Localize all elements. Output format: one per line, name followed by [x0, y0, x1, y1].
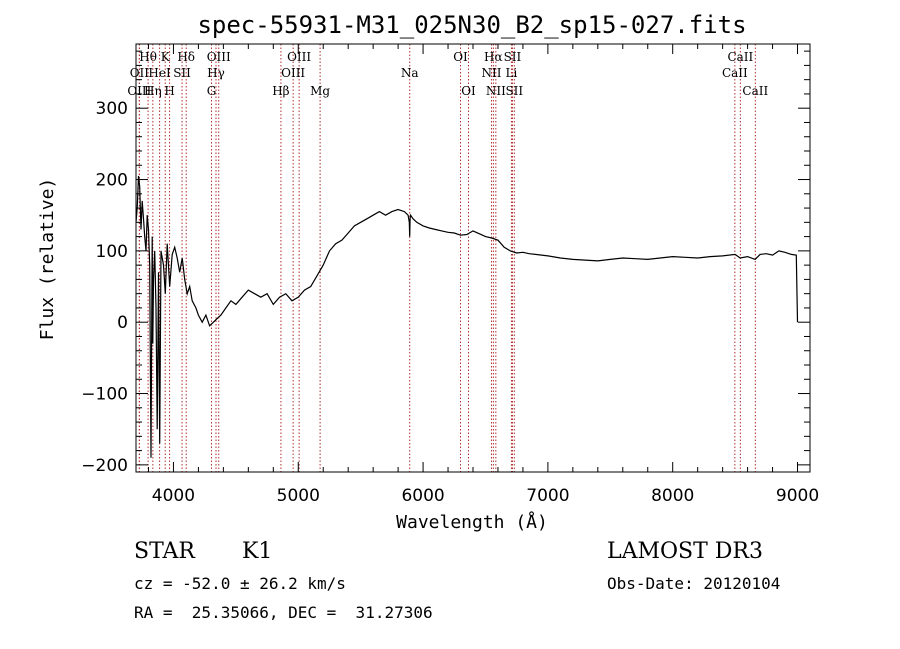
marker-label-0: Hθ	[139, 50, 157, 64]
marker-label-4: HeI	[148, 66, 171, 80]
x-tick-label-1: 5000	[277, 486, 320, 506]
marker-label-13: OIII	[281, 66, 305, 80]
marker-label-9: OIII	[207, 50, 231, 64]
y-tick-label-3: 100	[96, 242, 128, 262]
x-tick-label-4: 8000	[651, 486, 694, 506]
x-tick-label-3: 7000	[526, 486, 569, 506]
x-tick-label-5: 9000	[776, 486, 819, 506]
object-subclass: K1	[242, 539, 273, 564]
marker-label-2: OIII	[127, 84, 151, 98]
marker-label-26: CaII	[722, 66, 748, 80]
marker-label-23: NII	[486, 84, 506, 98]
marker-label-22: Li	[506, 66, 518, 80]
marker-label-14: Hβ	[272, 84, 289, 98]
marker-label-11: G	[207, 84, 217, 98]
y-tick-label-5: 300	[96, 99, 128, 119]
chart-title: spec-55931-M31_025N30_B2_sp15-027.fits	[197, 11, 746, 39]
object-class: STAR	[134, 539, 195, 564]
y-tick-label-0: −200	[81, 456, 128, 476]
x-tick-label-0: 4000	[152, 486, 195, 506]
marker-label-17: OI	[453, 50, 468, 64]
marker-label-3: K	[161, 50, 171, 64]
marker-label-18: OI	[461, 84, 476, 98]
marker-label-20: SII	[504, 50, 522, 64]
y-tick-label-2: 0	[117, 313, 128, 333]
y-axis-ticks: −200 −100 0 100 200 300	[81, 50, 810, 476]
marker-label-21: NII	[481, 66, 501, 80]
spectrum-line	[135, 175, 799, 458]
marker-label-16: Na	[401, 66, 419, 80]
y-tick-label-1: −100	[81, 385, 128, 405]
line-marker-labels: Hθ OII OIII K HeI Hη SII H Hδ OIII Hγ G OIII OIII Hβ Mg…	[127, 50, 768, 98]
redshift-cz: cz = -52.0 ± 26.2 km/s	[134, 574, 346, 593]
observation-date: Obs-Date: 20120104	[607, 574, 781, 593]
y-axis-label: Flux (relative)	[37, 178, 58, 341]
line-markers	[138, 44, 756, 472]
x-axis-label: Wavelength (Å)	[396, 511, 548, 533]
x-tick-label-2: 6000	[401, 486, 444, 506]
marker-label-15: Mg	[310, 84, 330, 98]
marker-label-27: CaII	[742, 84, 768, 98]
marker-label-24: SII	[505, 84, 523, 98]
marker-label-19: Hα	[484, 50, 503, 64]
survey-name: LAMOST DR3	[607, 539, 763, 564]
marker-label-12: OIII	[287, 50, 311, 64]
y-tick-label-4: 200	[96, 171, 128, 191]
marker-label-1: OII	[130, 66, 150, 80]
marker-label-10: Hγ	[207, 66, 225, 80]
x-axis-ticks: 4000 5000 6000 7000 8000 9000	[147, 44, 819, 506]
marker-label-25: CaII	[727, 50, 753, 64]
marker-label-8: Hδ	[177, 50, 195, 64]
plot-frame	[135, 43, 811, 473]
marker-label-6: SII	[173, 66, 191, 80]
marker-label-7: H	[164, 84, 174, 98]
ra-dec: RA = 25.35066, DEC = 31.27306	[134, 603, 433, 622]
marker-label-5: Hη	[144, 84, 162, 98]
